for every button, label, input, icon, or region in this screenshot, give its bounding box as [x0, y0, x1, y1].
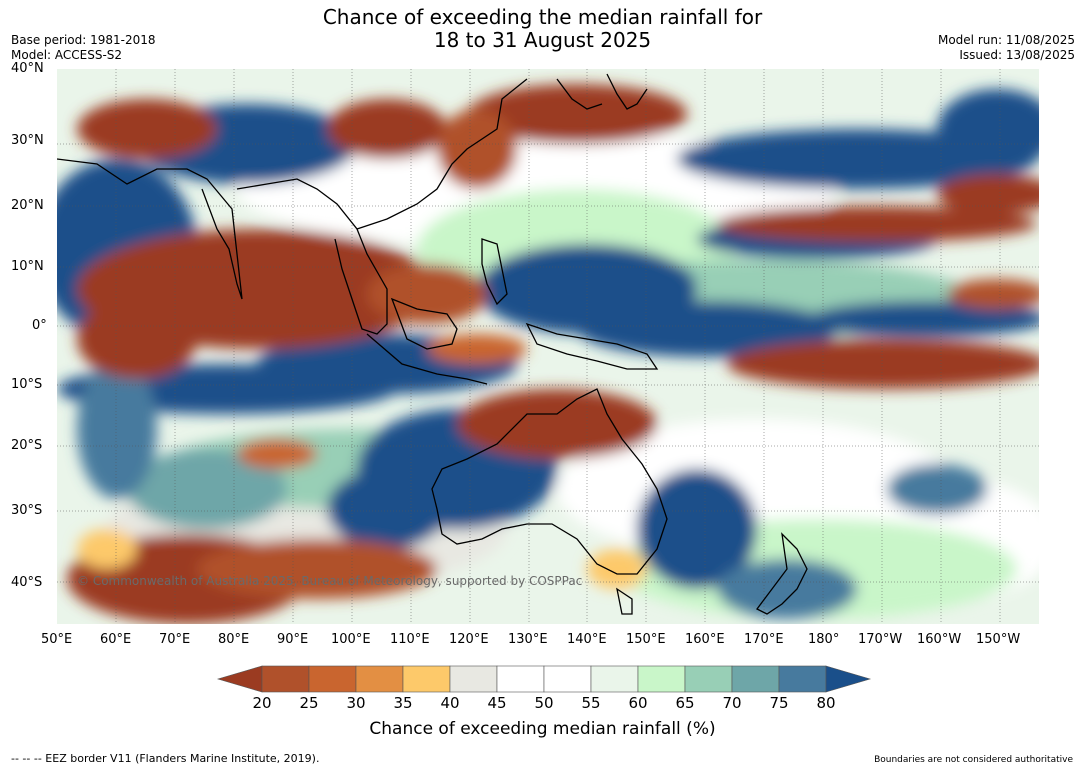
lon-label-160w: 160°W	[917, 632, 962, 647]
copyright-notice: © Commonwealth of Australia 2025, Bureau…	[77, 574, 582, 588]
lon-label-140e: 140°E	[567, 632, 607, 647]
coast-tasmania	[616, 587, 633, 615]
colorbar-cell	[308, 665, 357, 693]
colorbar-tick-label: 20	[252, 694, 272, 712]
rainfall-map-svg: © Commonwealth of Australia 2025, Bureau…	[57, 69, 1039, 624]
eez-footnote: -- -- -- EEZ border V11 (Flanders Marine…	[11, 752, 320, 765]
lon-label-160e: 160°E	[685, 632, 725, 647]
colorbar-cell	[496, 665, 545, 693]
lat-label-20s: 20°S	[11, 438, 43, 453]
issued-label: Issued: 13/08/2025	[959, 48, 1075, 62]
lon-label-90e: 90°E	[277, 632, 309, 647]
colorbar-cell	[402, 665, 451, 693]
colorbar	[216, 665, 872, 693]
lat-label-10n: 10°N	[11, 259, 44, 274]
colorbar-tick-label: 45	[487, 694, 507, 712]
lat-label-10s: 10°S	[11, 377, 43, 392]
base-period-label: Base period: 1981-2018	[11, 33, 156, 47]
colorbar-tick-label: 30	[346, 694, 366, 712]
colorbar-title: Chance of exceeding median rainfall (%)	[369, 719, 716, 739]
lon-label-170w: 170°W	[858, 632, 903, 647]
lon-label-120e: 120°E	[449, 632, 489, 647]
coast-philippines	[481, 238, 508, 306]
boundaries-disclaimer: Boundaries are not considered authoritat…	[874, 755, 1073, 765]
coast-indochina	[236, 178, 388, 335]
colorbar-tick-label: 80	[816, 694, 836, 712]
colorbar-tick-label: 25	[299, 694, 319, 712]
colorbar-tick-label: 65	[675, 694, 695, 712]
lon-label-150e: 150°E	[626, 632, 666, 647]
coast-borneo	[390, 297, 458, 350]
lon-label-50e: 50°E	[41, 632, 73, 647]
colorbar-cell	[355, 665, 404, 693]
map-title-line1: Chance of exceeding the median rainfall …	[322, 5, 763, 29]
coast-japan	[606, 73, 648, 110]
colorbar-cell	[684, 665, 733, 693]
lat-label-40s: 40°S	[11, 575, 43, 590]
coastlines	[57, 73, 808, 615]
lat-label-30n: 30°N	[11, 133, 44, 148]
coast-china	[356, 78, 528, 230]
model-label: Model: ACCESS-S2	[11, 48, 123, 62]
lon-label-80e: 80°E	[218, 632, 250, 647]
lon-label-60e: 60°E	[100, 632, 132, 647]
lat-label-0: 0°	[32, 318, 47, 333]
lat-label-30s: 30°S	[11, 503, 43, 518]
colorbar-cell	[637, 665, 686, 693]
lon-label-150w: 150°W	[976, 632, 1021, 647]
colorbar-cell	[731, 665, 780, 693]
model-run-label: Model run: 11/08/2025	[937, 33, 1075, 47]
lat-label-40n: 40°N	[11, 61, 44, 76]
coast-korea-japan-west	[556, 78, 603, 110]
coast-new-guinea	[525, 322, 659, 370]
colorbar-tick-label: 50	[534, 694, 554, 712]
colorbar-cell	[778, 665, 827, 693]
coast-south-asia	[57, 158, 243, 300]
rainfall-map: © Commonwealth of Australia 2025, Bureau…	[57, 69, 1039, 624]
colorbar-cell	[216, 665, 263, 693]
colorbar-cell	[543, 665, 592, 693]
lon-label-70e: 70°E	[159, 632, 191, 647]
colorbar-tick-label: 40	[440, 694, 460, 712]
colorbar-tick-label: 55	[581, 694, 601, 712]
lon-label-110e: 110°E	[390, 632, 430, 647]
lon-label-130e: 130°E	[508, 632, 548, 647]
colorbar-cell	[590, 665, 639, 693]
lon-label-170e: 170°E	[744, 632, 784, 647]
colorbar-tick-label: 35	[393, 694, 413, 712]
colorbar-cell	[825, 665, 872, 693]
colorbar-tick-label: 75	[769, 694, 789, 712]
lat-label-20n: 20°N	[11, 198, 44, 213]
colorbar-tick-label: 70	[722, 694, 742, 712]
map-title-line2: 18 to 31 August 2025	[433, 28, 652, 52]
colorbar-cell	[449, 665, 498, 693]
lon-label-100e: 100°E	[331, 632, 371, 647]
lon-label-180: 180°	[808, 632, 840, 647]
colorbar-tick-label: 60	[628, 694, 648, 712]
coast-new-zealand	[756, 532, 808, 615]
coast-sumatra-java	[366, 333, 488, 385]
colorbar-cell	[261, 665, 310, 693]
rainfall-field	[57, 84, 1039, 624]
graticule	[57, 69, 1039, 624]
coast-australia	[431, 388, 668, 575]
